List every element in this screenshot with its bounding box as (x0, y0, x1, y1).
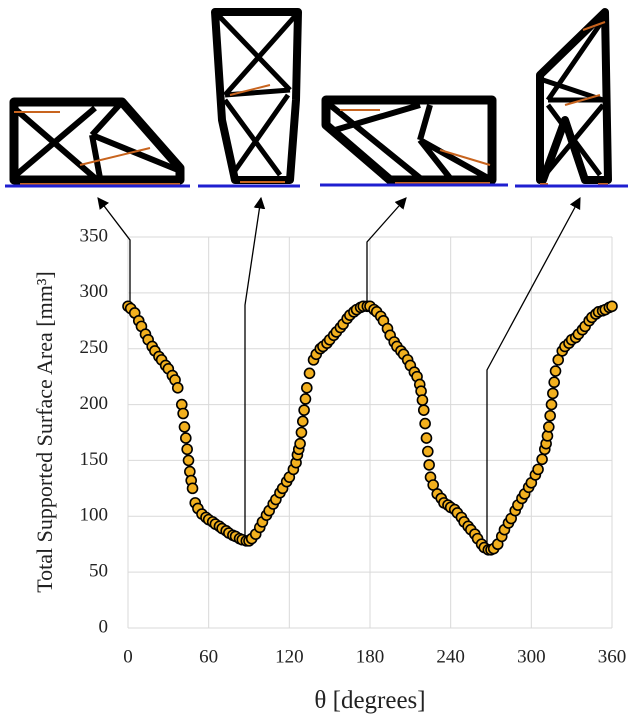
arrows (97, 196, 581, 548)
y-tick-label: 250 (80, 337, 109, 358)
y-tick-label: 100 (80, 505, 109, 526)
data-point (303, 367, 316, 380)
data-point (295, 426, 308, 439)
x-tick-label: 300 (517, 646, 546, 667)
data-point (548, 376, 560, 389)
data-point (171, 382, 184, 394)
y-tick-label: 0 (99, 616, 109, 637)
data-point (186, 482, 199, 495)
data-point (416, 394, 429, 406)
data-point (422, 445, 434, 458)
grid (127, 236, 613, 629)
truss-3 (320, 95, 508, 187)
x-tick-label: 180 (356, 646, 385, 667)
data-point (182, 454, 195, 467)
y-tick-label: 350 (80, 225, 109, 246)
data-point (181, 443, 193, 456)
data-point (294, 437, 306, 450)
x-tick-label: 0 (123, 646, 133, 667)
data-point (544, 409, 556, 422)
x-tick-label: 120 (275, 646, 304, 667)
data-point (423, 459, 435, 471)
data-point (177, 407, 189, 420)
truss-4 (515, 8, 628, 188)
data-point (543, 421, 555, 433)
y-tick-label: 300 (80, 281, 109, 302)
points (122, 300, 618, 556)
y-tick-label: 200 (80, 393, 109, 414)
data-point (296, 415, 309, 428)
data-point (301, 382, 313, 394)
data-point (420, 432, 433, 444)
data-point (549, 365, 562, 377)
x-tick-label: 360 (598, 646, 627, 667)
x-tick-label: 60 (199, 646, 218, 667)
data-point (299, 393, 312, 405)
data-point (178, 421, 191, 433)
data-point (298, 404, 310, 416)
data-point (180, 432, 192, 444)
data-point (536, 453, 548, 466)
y-tick-label: 150 (80, 449, 109, 470)
data-point (419, 417, 431, 430)
y-axis-title: Total Supported Surface Area [mm³] (32, 271, 57, 593)
data-point (547, 387, 559, 400)
x-tick-label: 240 (436, 646, 465, 667)
x-axis-title: θ [degrees] (314, 687, 425, 714)
data-point (417, 404, 430, 416)
y-tick-label: 50 (89, 561, 108, 582)
truss-2 (198, 8, 302, 188)
data-point (532, 463, 544, 476)
data-point (545, 398, 558, 411)
data-point (606, 300, 618, 313)
truss-illustrations (5, 8, 628, 188)
truss-1 (5, 97, 190, 188)
